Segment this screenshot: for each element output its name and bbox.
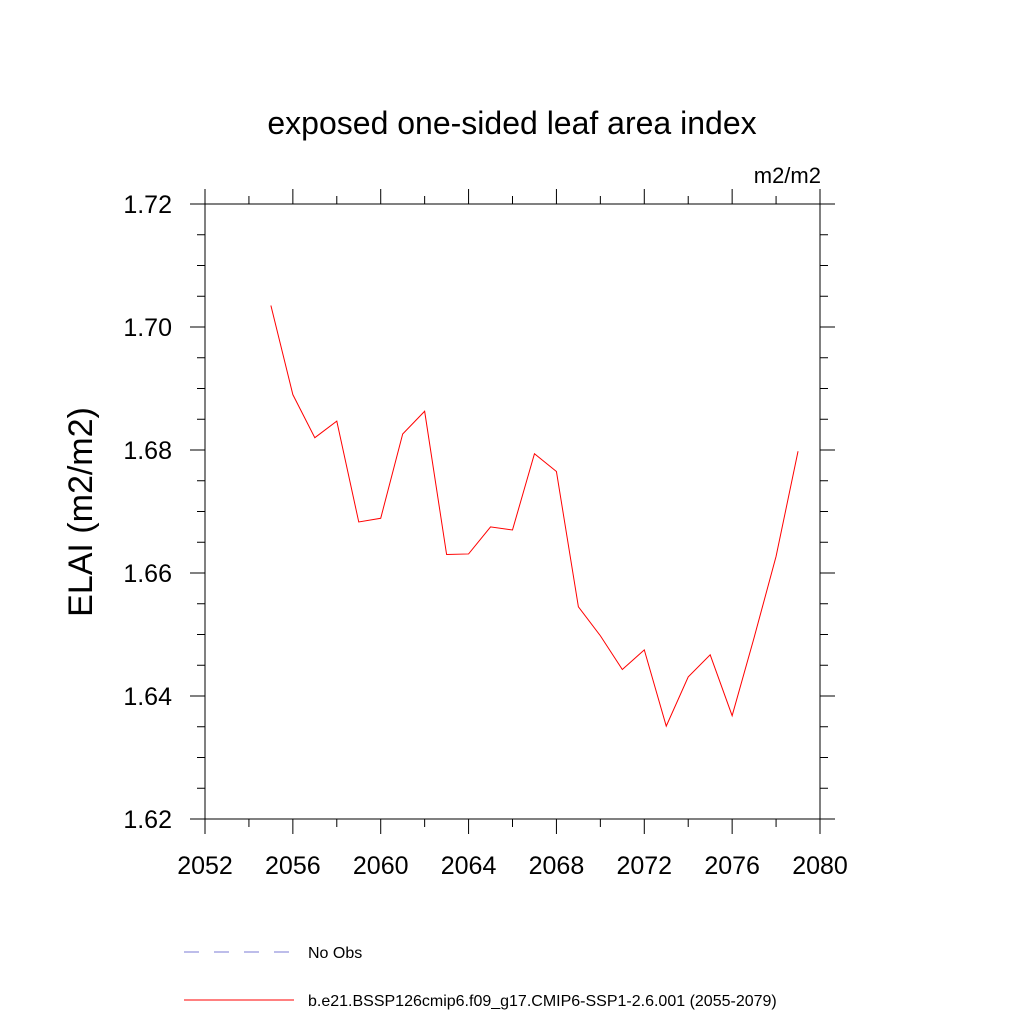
x-tick-label: 2056	[265, 852, 321, 880]
units-label: m2/m2	[753, 163, 821, 188]
y-tick-label: 1.68	[123, 437, 172, 465]
y-tick-label: 1.70	[123, 314, 172, 342]
y-tick-label: 1.66	[123, 560, 172, 588]
y-tick-label: 1.64	[123, 683, 172, 711]
y-tick-label: 1.72	[123, 191, 172, 219]
x-tick-label: 2080	[792, 852, 848, 880]
plot-frame	[204, 203, 821, 820]
legend: No Obs b.e21.BSSP126cmip6.f09_g17.CMIP6-S…	[184, 945, 777, 1010]
y-tick-label: 1.62	[123, 806, 172, 834]
x-tick-label: 2060	[353, 852, 409, 880]
series-line-0	[270, 305, 799, 728]
x-axis: 2052 2056 2060 2064 2068 2072 2076 2080	[177, 189, 848, 880]
legend-label-1: b.e21.BSSP126cmip6.f09_g17.CMIP6-SSP1-2.…	[308, 993, 777, 1010]
chart-title: exposed one-sided leaf area index	[267, 105, 757, 141]
x-tick-label: 2076	[704, 852, 760, 880]
legend-label-0: No Obs	[308, 945, 362, 962]
x-tick-label: 2052	[177, 852, 233, 880]
x-tick-label: 2072	[616, 852, 672, 880]
y-axis: 1.62 1.64 1.66 1.68 1.70 1.72	[123, 191, 835, 834]
series-layer	[270, 305, 799, 728]
x-tick-label: 2068	[529, 852, 585, 880]
y-axis-label: ELAI (m2/m2)	[62, 407, 100, 617]
x-tick-label: 2064	[441, 852, 497, 880]
